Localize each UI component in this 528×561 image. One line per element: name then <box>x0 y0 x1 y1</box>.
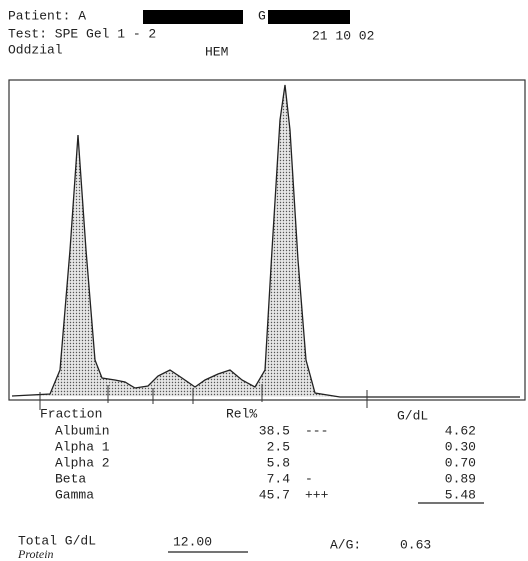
ward-label: Oddzial <box>8 42 63 57</box>
rel-percent: 38.5 <box>259 423 290 438</box>
g-dl: 0.30 <box>445 439 476 454</box>
ag-value: 0.63 <box>400 537 431 552</box>
redaction <box>268 10 350 24</box>
trace-frame <box>8 79 526 401</box>
patient-label: Patient: A <box>8 8 86 23</box>
g-dl: 4.62 <box>445 423 476 438</box>
fraction-name: Albumin <box>55 423 110 438</box>
rel-percent: 7.4 <box>267 471 291 486</box>
total-value: 12.00 <box>173 534 212 549</box>
column-header: Fraction <box>40 406 102 421</box>
date: 21 10 02 <box>312 28 374 43</box>
fraction-name: Beta <box>55 471 86 486</box>
patient-second: G <box>258 8 266 23</box>
flag: - <box>305 471 313 486</box>
g-dl: 0.89 <box>445 471 476 486</box>
handwritten-note: Protein <box>17 547 54 561</box>
ward: HEM <box>205 44 228 59</box>
fraction-ticks <box>39 384 368 410</box>
rel-percent: 45.7 <box>259 487 290 502</box>
fraction-name: Alpha 1 <box>55 439 110 454</box>
fraction-name: Alpha 2 <box>55 455 110 470</box>
test: Test: SPE Gel 1 - 2 <box>8 26 156 41</box>
g-dl: 5.48 <box>445 487 476 502</box>
column-header: Rel% <box>226 406 257 421</box>
total-label: Total G/dL <box>18 533 96 548</box>
rel-percent: 5.8 <box>267 455 290 470</box>
fraction-name: Gamma <box>55 487 94 502</box>
redaction <box>143 10 243 24</box>
densitometry-trace <box>11 84 520 398</box>
column-header: G/dL <box>397 408 428 423</box>
ag-label: A/G: <box>330 537 361 552</box>
flag: --- <box>305 423 328 438</box>
g-dl: 0.70 <box>445 455 476 470</box>
flag: +++ <box>305 487 329 502</box>
rel-percent: 2.5 <box>267 439 290 454</box>
